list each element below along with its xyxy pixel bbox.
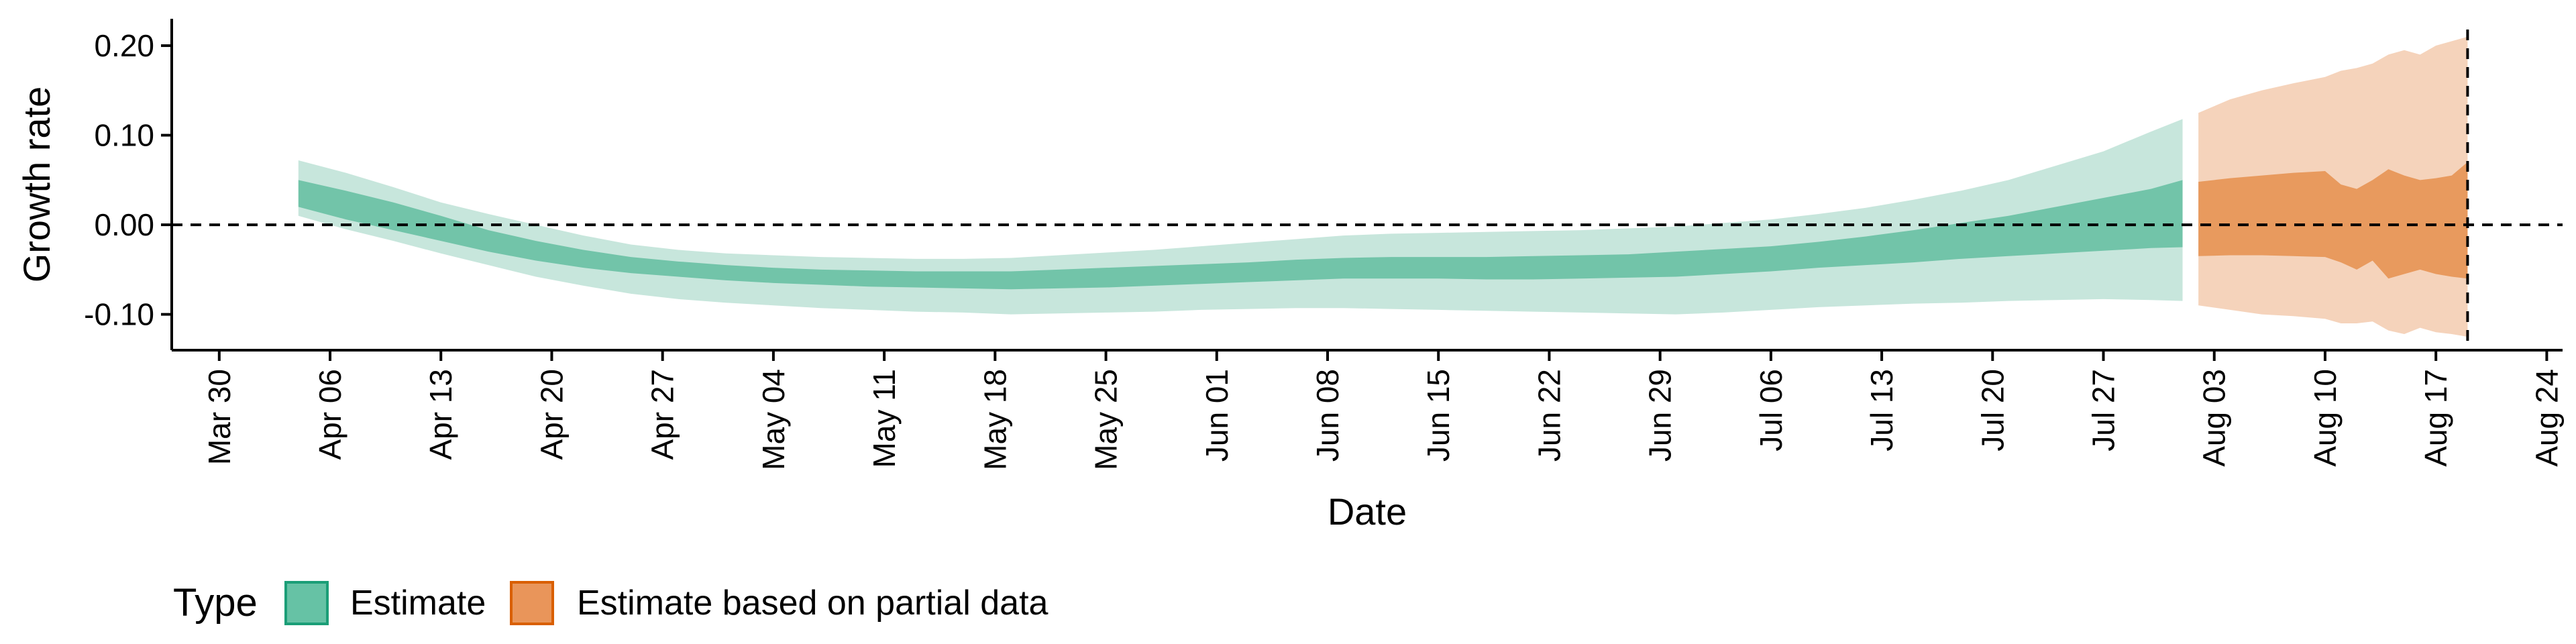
y-tick-label: 0.10 <box>94 118 154 153</box>
ribbon-inner-partial <box>2198 162 2468 279</box>
x-tick-label: Apr 13 <box>423 369 458 460</box>
x-tick-label: Aug 24 <box>2529 369 2564 467</box>
x-tick-label: Aug 10 <box>2308 369 2343 467</box>
x-tick-label: Apr 06 <box>313 369 347 460</box>
ribbon-inner-estimate <box>298 180 2183 290</box>
x-tick-label: Apr 27 <box>645 369 680 460</box>
x-tick-label: May 18 <box>977 369 1012 470</box>
x-tick-label: Jun 01 <box>1199 369 1234 462</box>
legend-key-partial <box>510 581 554 625</box>
y-tick-label: 0.00 <box>94 207 154 242</box>
x-tick-label: May 04 <box>756 369 791 470</box>
x-tick-label: Jun 22 <box>1532 369 1566 462</box>
x-tick-label: Jun 08 <box>1310 369 1345 462</box>
legend-label-partial: Estimate based on partial data <box>577 584 1049 623</box>
legend-label-estimate: Estimate <box>350 584 486 623</box>
x-tick-label: Aug 17 <box>2418 369 2453 467</box>
x-tick-label: Jun 15 <box>1421 369 1456 462</box>
legend-key-estimate <box>284 581 329 625</box>
x-axis-title: Date <box>1328 490 1407 533</box>
x-tick-label: May 25 <box>1089 369 1124 470</box>
y-tick-label: 0.20 <box>94 28 154 63</box>
x-tick-label: Jul 13 <box>1864 369 1899 451</box>
x-tick-label: Jul 27 <box>2086 369 2121 451</box>
x-axis-ticks: Mar 30 Apr 06 Apr 13 Apr 20 Apr 27 May 04 May … <box>202 350 2564 470</box>
x-tick-label: May 11 <box>867 369 902 468</box>
y-tick-label: -0.10 <box>84 297 154 332</box>
ribbon-outer-estimate <box>298 119 2183 315</box>
x-tick-label: Apr 20 <box>534 369 569 460</box>
legend-title: Type <box>173 581 258 625</box>
legend: Type Estimate Estimate based on partial … <box>173 581 1049 625</box>
ribbon-bands <box>298 36 2468 337</box>
y-axis-title: Growth rate <box>15 87 58 283</box>
x-tick-label: Jul 20 <box>1975 369 2010 451</box>
y-axis-ticks: -0.10 0.00 0.10 0.20 <box>84 28 172 332</box>
x-tick-label: Mar 30 <box>202 369 237 465</box>
plot-area: Mar 30 Apr 06 Apr 13 Apr 20 Apr 27 May 04 May … <box>84 19 2564 470</box>
x-tick-label: Aug 03 <box>2197 369 2232 467</box>
x-tick-label: Jul 06 <box>1754 369 1788 451</box>
x-tick-label: Jun 29 <box>1643 369 1678 462</box>
